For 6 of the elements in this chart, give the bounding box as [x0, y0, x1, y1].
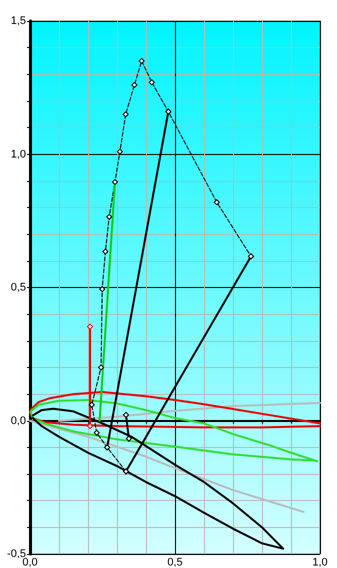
y-tick-label: 0,5 [10, 282, 26, 294]
y-tick-label: 0,0 [10, 414, 26, 427]
y-tick-label: 1,0 [10, 148, 26, 160]
y-tick-label: 1,5 [10, 15, 26, 27]
x-tick-label: 0,5 [167, 556, 183, 568]
x-tick-label: 1,0 [312, 556, 328, 568]
